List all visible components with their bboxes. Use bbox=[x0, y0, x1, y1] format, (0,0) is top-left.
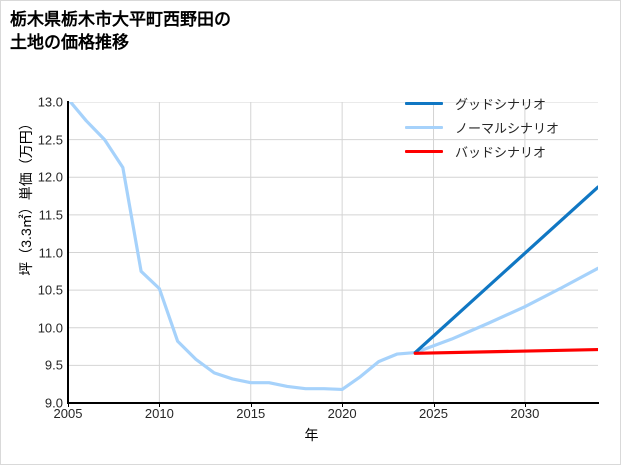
legend-label: ノーマルシナリオ bbox=[455, 120, 560, 136]
y-axis-ticks: 9.0 9.5 10.0 10.5 11.0 11.5 12.0 12.5 13.0 bbox=[1, 1, 63, 466]
page-title: 栃木県栃木市大平町西野田の 土地の価格推移 bbox=[10, 10, 231, 52]
y-tick-label: 12.5 bbox=[37, 132, 63, 148]
y-tick-label: 11.5 bbox=[38, 207, 63, 223]
x-tick-mark bbox=[250, 403, 252, 407]
x-tick-label: 2030 bbox=[510, 406, 540, 421]
legend-color-swatch bbox=[405, 125, 443, 129]
x-tick-mark bbox=[159, 403, 161, 407]
series-lines bbox=[68, 102, 598, 392]
x-tick-mark bbox=[524, 403, 526, 407]
legend-item: グッドシナリオ bbox=[405, 91, 605, 115]
y-axis-label: 坪（3.3㎡）単価（万円） bbox=[18, 116, 34, 276]
y-tick-label: 9.0 bbox=[44, 395, 63, 411]
x-tick-mark bbox=[433, 403, 435, 407]
x-tick-label: 2020 bbox=[327, 406, 357, 421]
series-line bbox=[68, 102, 598, 392]
x-axis-line bbox=[67, 402, 599, 404]
legend-label: グッドシナリオ bbox=[455, 96, 547, 112]
series-line bbox=[413, 347, 598, 355]
y-tick-label: 11.0 bbox=[38, 245, 63, 260]
y-tick-label: 12.0 bbox=[37, 169, 63, 185]
legend-color-swatch bbox=[405, 149, 443, 153]
y-axis-line bbox=[67, 101, 69, 404]
x-tick-mark bbox=[342, 403, 344, 407]
legend-item: バッドシナリオ bbox=[405, 139, 605, 163]
legend-item: ノーマルシナリオ bbox=[405, 115, 605, 139]
x-tick-label: 2025 bbox=[419, 406, 448, 421]
y-tick-label: 9.5 bbox=[44, 357, 63, 373]
y-tick-label: 10.5 bbox=[37, 282, 63, 298]
x-axis-label: 年 bbox=[304, 427, 319, 443]
legend-label: バッドシナリオ bbox=[455, 144, 547, 160]
y-tick-label: 13.0 bbox=[37, 94, 63, 110]
x-tick-label: 2005 bbox=[53, 406, 83, 421]
y-tick-label: 10.0 bbox=[37, 320, 63, 336]
legend-color-swatch bbox=[405, 101, 443, 105]
x-tick-label: 2015 bbox=[236, 406, 266, 421]
series-line bbox=[413, 185, 598, 355]
chart-legend: グッドシナリオ ノーマルシナリオ バッドシナリオ bbox=[405, 91, 605, 163]
x-tick-mark bbox=[68, 403, 69, 407]
x-tick-label: 2010 bbox=[144, 406, 174, 421]
